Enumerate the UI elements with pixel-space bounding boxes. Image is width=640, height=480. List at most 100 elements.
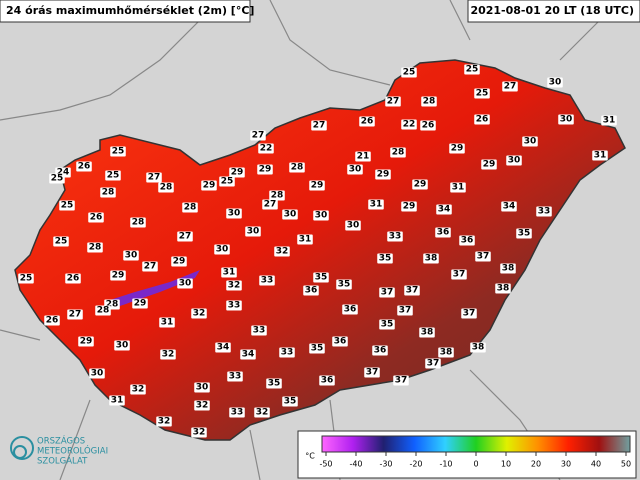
station-box <box>269 190 285 201</box>
station-box <box>59 200 75 211</box>
station-value: 25 <box>403 68 416 78</box>
station-box <box>257 164 273 175</box>
station-box <box>65 273 81 284</box>
station-value: 30 <box>196 383 209 393</box>
station-value: 28 <box>89 243 102 253</box>
station-box <box>49 173 65 184</box>
station-value: 32 <box>193 428 206 438</box>
station-value: 36 <box>374 346 387 356</box>
station-value: 30 <box>179 279 192 289</box>
station-box <box>474 88 490 99</box>
station-value: 37 <box>399 306 412 316</box>
time-box <box>467 0 640 23</box>
title: 24 órás maximumhőmérséklet (2m) [°C] <box>6 4 254 17</box>
station-value: 29 <box>403 202 416 212</box>
station-box <box>303 285 319 296</box>
station-box <box>401 201 417 212</box>
station-box <box>385 96 401 107</box>
station-value: 29 <box>311 181 324 191</box>
station-box <box>502 81 518 92</box>
station-box <box>201 180 217 191</box>
station-value: 35 <box>381 320 394 330</box>
station-value: 37 <box>453 270 466 280</box>
station-box <box>319 375 335 386</box>
station-value: 37 <box>406 286 419 296</box>
station-box <box>123 250 139 261</box>
station-box <box>368 199 384 210</box>
station-box <box>412 179 428 190</box>
station-value: 38 <box>502 264 515 274</box>
station-value: 29 <box>451 144 464 154</box>
station-value: 37 <box>427 359 440 369</box>
station-box <box>229 167 245 178</box>
colorbar-tick-label: 20 <box>531 460 541 469</box>
station-value: 30 <box>116 341 129 351</box>
station-value: 32 <box>193 309 206 319</box>
colorbar-tick-label: -40 <box>349 460 362 469</box>
station-box <box>274 246 290 257</box>
station-box <box>547 77 563 88</box>
station-box <box>435 227 451 238</box>
station-value: 35 <box>338 280 351 290</box>
station-value: 30 <box>125 251 138 261</box>
station-box <box>100 187 116 198</box>
station-value: 35 <box>518 229 531 239</box>
station-value: 25 <box>107 171 120 181</box>
station-value: 25 <box>51 174 64 184</box>
station-box <box>313 210 329 221</box>
station-value: 38 <box>440 348 453 358</box>
station-box <box>558 114 574 125</box>
station-box <box>421 96 437 107</box>
station-box <box>78 336 94 347</box>
station-box <box>438 347 454 358</box>
logo-text: ORSZÁGOS <box>37 435 85 447</box>
station-value: 33 <box>261 276 274 286</box>
station-value: 36 <box>321 376 334 386</box>
logo <box>10 436 34 460</box>
station-box <box>160 349 176 360</box>
station-value: 30 <box>284 210 297 220</box>
station-value: 30 <box>228 209 241 219</box>
station-value: 25 <box>55 237 68 247</box>
station-value: 37 <box>381 288 394 298</box>
station-box <box>132 298 148 309</box>
station-box <box>259 275 275 286</box>
station-value: 26 <box>78 162 91 172</box>
station-box <box>110 270 126 281</box>
station-box <box>76 161 92 172</box>
station-value: 38 <box>472 343 485 353</box>
station-value: 34 <box>503 202 516 212</box>
station-box <box>250 130 266 141</box>
station-box <box>345 220 361 231</box>
colorbar-tick-label: -20 <box>409 460 422 469</box>
station-value: 35 <box>284 397 297 407</box>
station-box <box>227 371 243 382</box>
station-box <box>282 396 298 407</box>
station-box <box>342 304 358 315</box>
station-value: 29 <box>203 181 216 191</box>
station-box <box>461 308 477 319</box>
logo-text: SZOLGÁLAT <box>37 455 88 467</box>
station-value: 26 <box>46 316 59 326</box>
station-box <box>67 309 83 320</box>
colorbar-tick-label: -50 <box>319 460 332 469</box>
station-box <box>404 285 420 296</box>
station-value: 32 <box>158 417 171 427</box>
station-value: 28 <box>97 306 110 316</box>
station-box <box>501 201 517 212</box>
station-value: 33 <box>253 326 266 336</box>
station-value: 38 <box>425 254 438 264</box>
station-value: 30 <box>508 156 521 166</box>
station-value: 35 <box>268 379 281 389</box>
station-value: 27 <box>504 82 517 92</box>
station-box <box>279 347 295 358</box>
station-value: 31 <box>223 268 236 278</box>
station-value: 33 <box>281 348 294 358</box>
station-value: 33 <box>231 408 244 418</box>
station-box <box>146 172 162 183</box>
station-value: 26 <box>361 117 374 127</box>
station-box <box>364 367 380 378</box>
station-value: 37 <box>366 368 379 378</box>
station-value: 34 <box>438 205 451 215</box>
